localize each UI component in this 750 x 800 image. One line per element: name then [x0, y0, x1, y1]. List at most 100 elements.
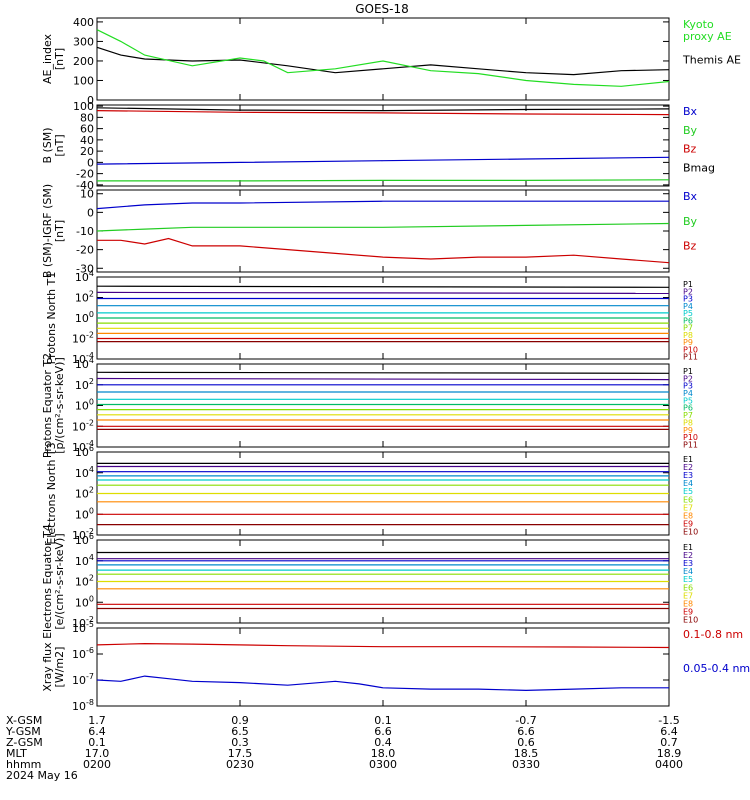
legend-label: E1 — [683, 455, 693, 464]
legend-label: E6 — [683, 495, 693, 504]
x-row-value: 17.0 — [85, 747, 110, 760]
x-row-value: 0.9 — [231, 714, 249, 727]
y-tick-label: -20 — [76, 244, 94, 257]
legend-label: 0.05-0.4 nm — [683, 662, 750, 675]
series-line-2 — [96, 291, 670, 294]
series-line-4 — [97, 179, 670, 182]
legend-label: E3 — [683, 559, 693, 568]
series-line-1 — [96, 642, 670, 649]
series-line-2 — [96, 110, 670, 116]
y-axis-label: AE_index[nT] — [41, 33, 66, 84]
legend-label: E7 — [683, 591, 693, 600]
x-row-value: 6.5 — [231, 725, 249, 738]
y-tick-label: 100 — [75, 398, 94, 413]
x-row-label: Z-GSM — [6, 736, 43, 749]
legend-label: Bx — [683, 190, 698, 203]
legend-label: E10 — [683, 528, 698, 537]
legend-label: P3 — [683, 295, 693, 304]
x-row-value: 0300 — [369, 758, 397, 771]
legend-label: P1 — [683, 367, 693, 376]
y-tick-label: 80 — [80, 111, 94, 124]
legend-label: E2 — [683, 463, 693, 472]
legend-label: P9 — [683, 338, 693, 347]
legend-label: Bmag — [683, 162, 715, 175]
y-tick-label: 40 — [80, 134, 94, 147]
x-row-value: 18.5 — [514, 747, 539, 760]
date-label: 2024 May 16 — [6, 769, 78, 782]
x-row-value: 0230 — [226, 758, 254, 771]
legend-label: P2 — [683, 287, 693, 296]
panel-frame — [96, 104, 670, 187]
panel-frame — [96, 17, 670, 101]
legend-label: P4 — [683, 302, 693, 311]
legend-label: Themis AE — [682, 54, 741, 67]
legend-label: E2 — [683, 551, 693, 560]
y-tick-label: -30 — [76, 262, 94, 275]
legend-label: P5 — [683, 309, 693, 318]
y-tick-label: 200 — [73, 55, 94, 68]
y-tick-label: 104 — [75, 465, 94, 480]
y-tick-label: 400 — [73, 16, 94, 29]
x-row-value: 18.9 — [657, 747, 682, 760]
legend-label: P11 — [683, 440, 698, 449]
legend-label: E1 — [683, 543, 693, 552]
legend-label: E7 — [683, 503, 693, 512]
panel-1: 0 100 200 300 400 AE_index[nT] Kyoto proxy AE Th… — [41, 16, 741, 107]
legend-label: P8 — [683, 418, 693, 427]
x-row-value: 0.6 — [517, 736, 535, 749]
panel-6: 10-2 100 102 104 106 Electrons North T3 E1E2E3… — [45, 442, 698, 544]
legend-label: By — [683, 215, 698, 228]
y-tick-label: 100 — [75, 594, 94, 609]
x-row-label: hhmm — [6, 758, 41, 771]
x-row-value: 0.1 — [88, 736, 106, 749]
y-tick-label: 100 — [73, 74, 94, 87]
x-row-value: 17.5 — [228, 747, 253, 760]
legend-label: P3 — [683, 382, 693, 391]
y-tick-label: -20 — [76, 168, 94, 181]
x-row-label: MLT — [6, 747, 27, 760]
legend-label: Bz — [683, 143, 697, 156]
y-tick-label: 300 — [73, 35, 94, 48]
legend-label: E9 — [683, 519, 693, 528]
series-line-2 — [96, 377, 670, 381]
legend-label: P7 — [683, 324, 693, 333]
y-tick-label: 102 — [75, 290, 94, 305]
y-tick-label: 10-8 — [72, 698, 94, 713]
y-axis-label: Protons North T1 — [45, 272, 58, 365]
series-line-2 — [96, 675, 669, 692]
y-tick-label: 0 — [87, 206, 94, 219]
series-line-1 — [96, 285, 670, 288]
y-tick-label: 100 — [75, 506, 94, 521]
series-line-1 — [96, 46, 670, 76]
legend-label: P4 — [683, 389, 693, 398]
y-tick-label: 10-7 — [72, 672, 94, 687]
legend-label: P9 — [683, 426, 693, 435]
x-row-value: 6.4 — [660, 725, 678, 738]
x-row-value: 0.1 — [374, 714, 392, 727]
y-tick-label: 106 — [75, 444, 94, 459]
panel-frame — [96, 189, 670, 273]
legend-label: P6 — [683, 316, 693, 325]
legend-label: E9 — [683, 607, 693, 616]
panel-5: 10-4 10-2 100 102 104 Protons Equator T2[p/(c… — [41, 353, 698, 458]
y-tick-label: 10 — [80, 188, 94, 201]
y-tick-label: 104 — [75, 269, 94, 284]
y-axis-label: Electrons North T3 — [45, 442, 58, 544]
legend-label: P10 — [683, 433, 698, 442]
legend-label: By — [683, 124, 698, 137]
series-line-1 — [96, 107, 670, 112]
y-tick-label: 102 — [75, 574, 94, 589]
legend-label: Bz — [683, 240, 697, 253]
x-row-value: 18.0 — [371, 747, 396, 760]
y-axis-label: B (SM)-IGRF (SM)[nT] — [41, 184, 66, 278]
legend-label: P1 — [683, 280, 693, 289]
legend-label: P6 — [683, 404, 693, 413]
legend-label: E3 — [683, 471, 693, 480]
y-tick-label: 104 — [75, 553, 94, 568]
panel-7: 10-2 100 102 104 106 Electrons Equator T4[e/(… — [41, 524, 698, 639]
legend-label: Bx — [683, 105, 698, 118]
